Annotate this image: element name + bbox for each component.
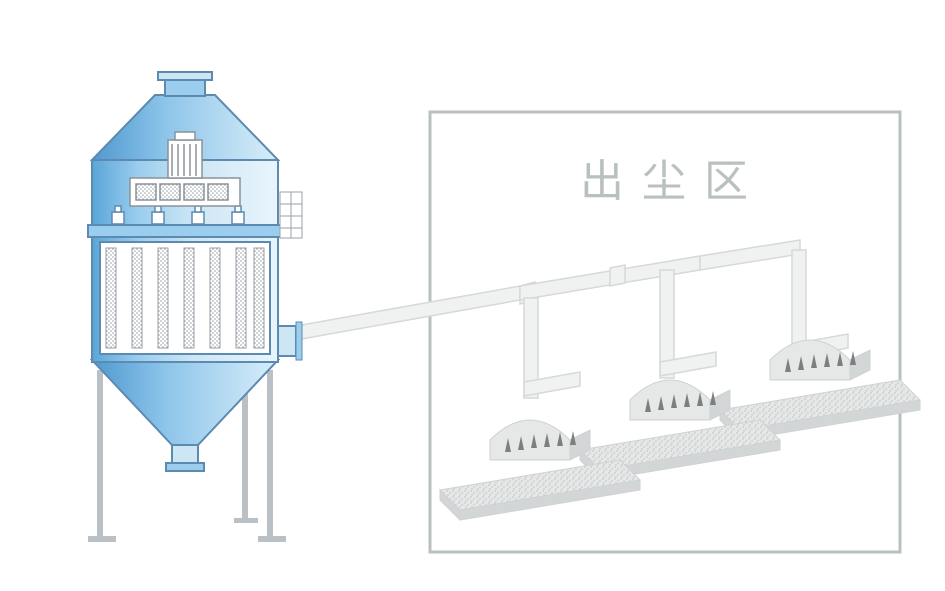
pipe-network [296,240,848,398]
dust-collection-diagram: 出尘区 [0,0,945,591]
diagram-svg [0,0,945,591]
dust-collector [88,72,302,542]
dust-zone-label: 出尘区 [580,145,766,209]
